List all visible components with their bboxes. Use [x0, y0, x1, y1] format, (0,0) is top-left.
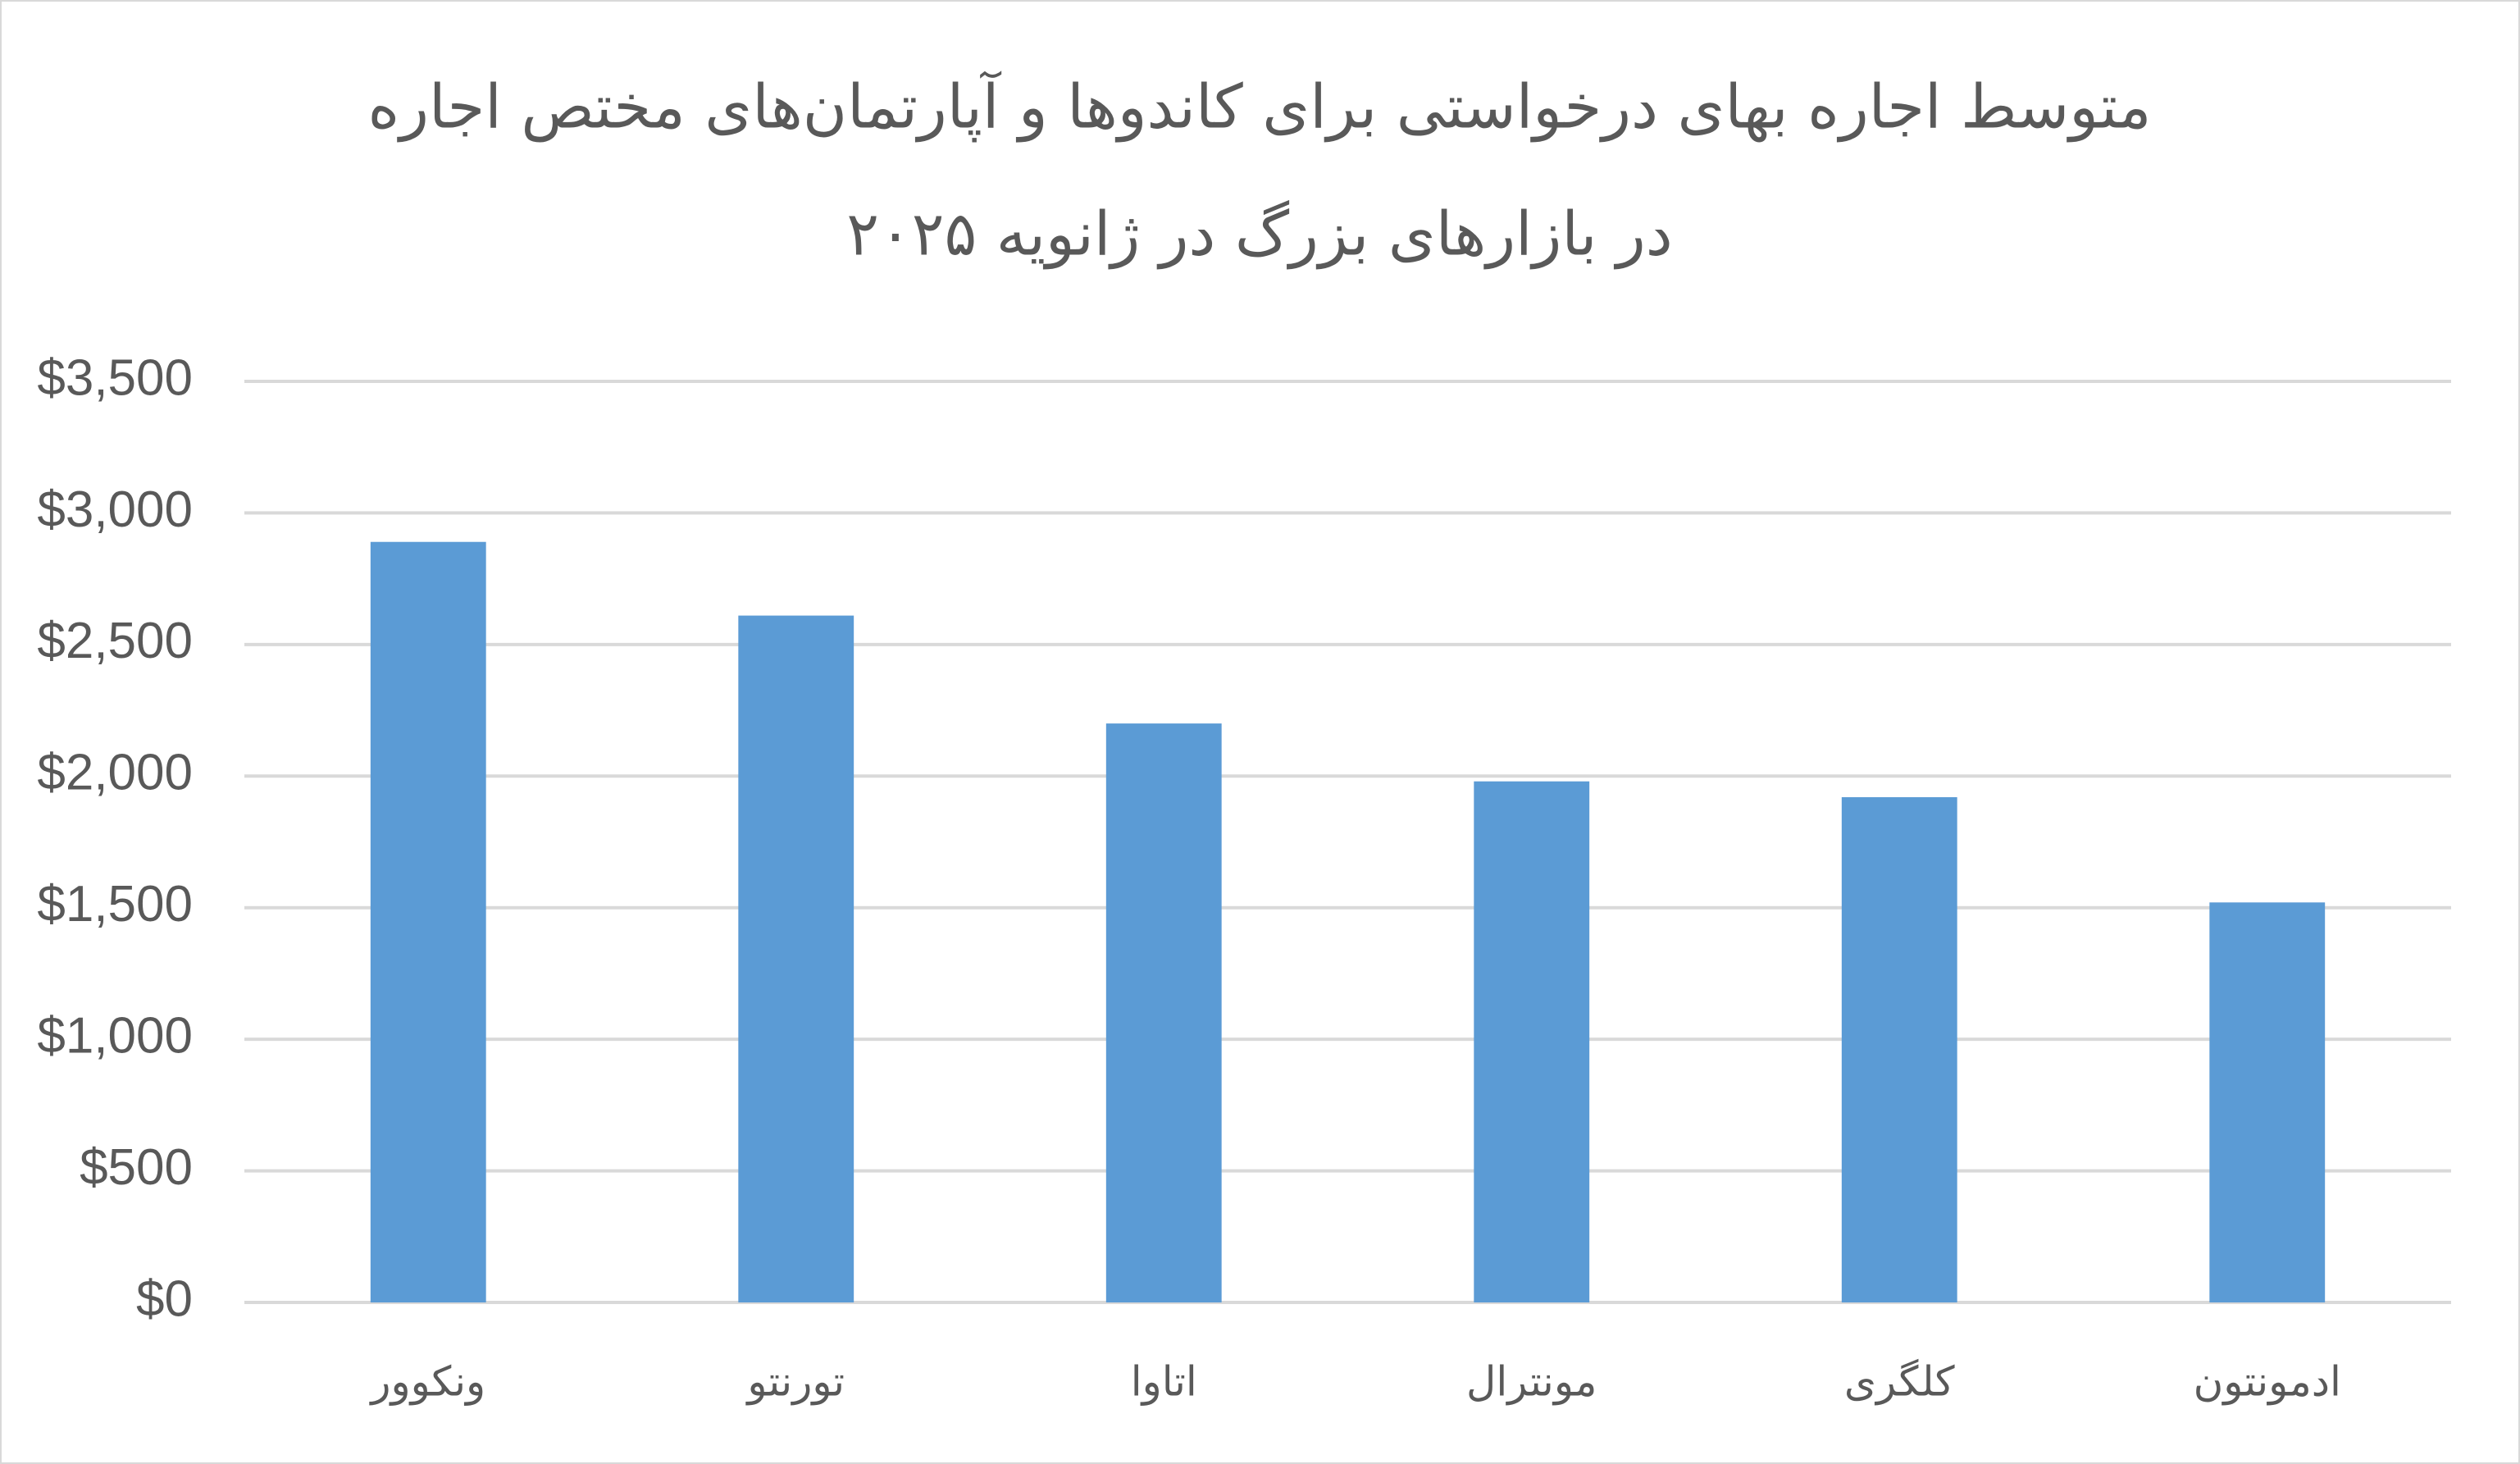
bar [1105, 723, 1222, 1302]
bar [738, 615, 854, 1302]
x-tick-label: ادمونتون [2194, 1358, 2341, 1406]
x-tick-label: تورنتو [745, 1358, 845, 1406]
x-tick-label: کلگری [1844, 1358, 1955, 1406]
y-tick-label: $3,500 [37, 349, 193, 406]
chart-title: در بازارهای بزرگ در ژانویه ۲۰۲۵ [846, 199, 1672, 270]
y-tick-label: $1,500 [37, 876, 193, 933]
y-tick-label: $1,000 [37, 1008, 193, 1065]
bar [2209, 902, 2326, 1302]
y-tick-label: $2,500 [37, 613, 193, 669]
bar [370, 541, 486, 1302]
y-tick-label: $2,000 [37, 745, 193, 801]
y-tick-label: $3,000 [37, 481, 193, 538]
y-tick-label: $500 [80, 1139, 193, 1196]
bar [1474, 781, 1590, 1302]
chart-title: متوسط اجاره بهای درخواستی برای کاندوها و… [367, 71, 2151, 143]
y-tick-label: $0 [136, 1270, 193, 1327]
x-tick-label: اتاوا [1131, 1358, 1197, 1407]
bar [1841, 796, 1957, 1302]
x-tick-label: ونکوور [368, 1358, 485, 1407]
x-tick-label: مونترال [1466, 1358, 1597, 1406]
